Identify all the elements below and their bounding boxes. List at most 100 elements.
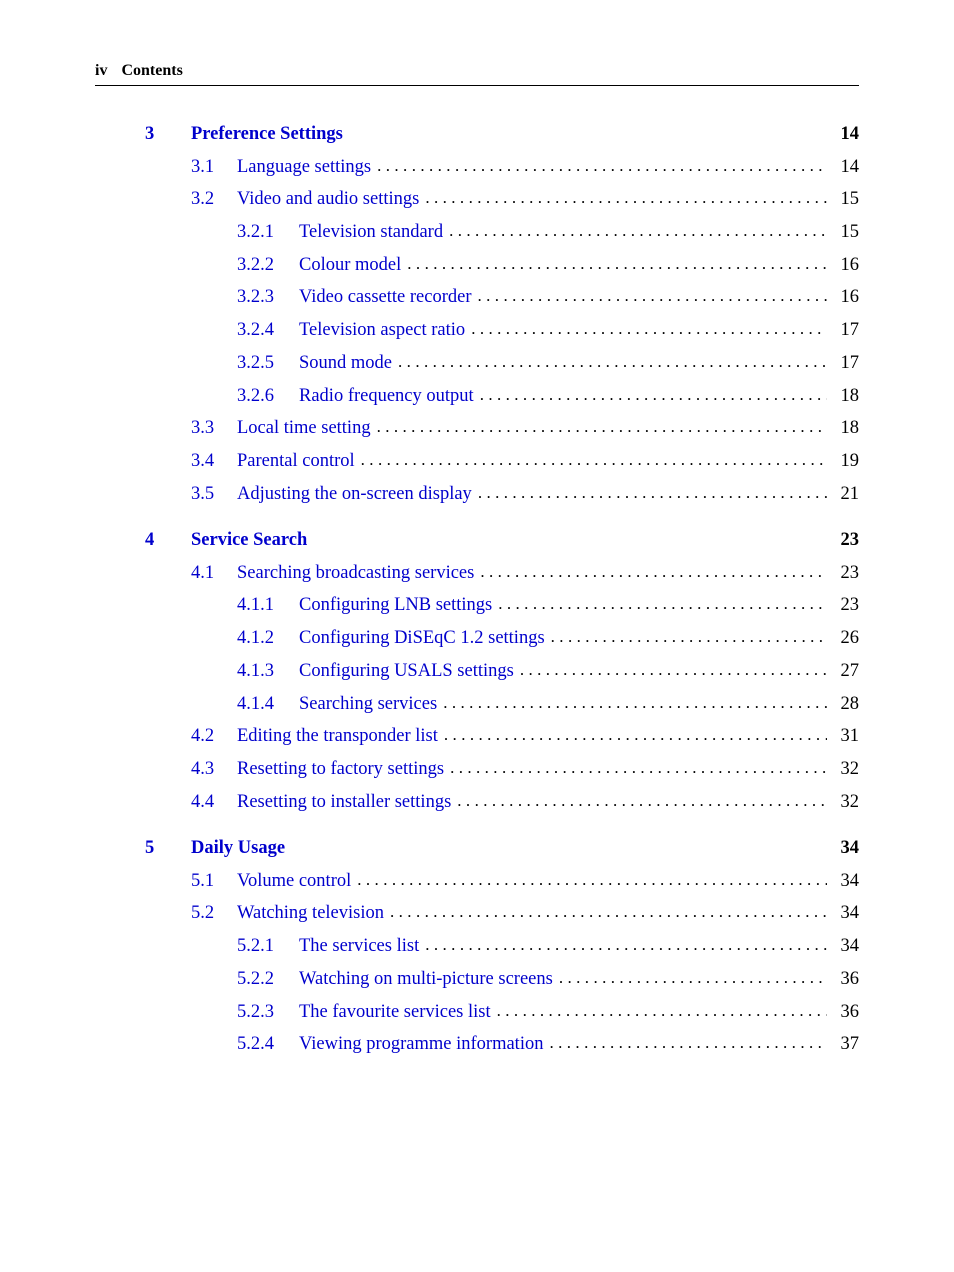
section-title[interactable]: Resetting to installer settings	[237, 793, 451, 812]
leader-dots: ........................................…	[398, 353, 827, 370]
subsection-entry: 3.2.2Colour model.......................…	[145, 256, 859, 275]
subsection-number[interactable]: 5.2.1	[237, 937, 299, 956]
subsection-title[interactable]: Viewing programme information	[299, 1035, 543, 1054]
subsection-number[interactable]: 3.2.1	[237, 223, 299, 242]
subsection-title[interactable]: Searching services	[299, 695, 437, 714]
leader-dots: ........................................…	[480, 386, 827, 403]
chapter-title[interactable]: Daily Usage	[191, 839, 829, 858]
section-title[interactable]: Adjusting the on-screen display	[237, 485, 472, 504]
leader-dots: ........................................…	[449, 222, 827, 239]
section-number[interactable]: 5.1	[191, 872, 237, 891]
leader-dots: ........................................…	[377, 157, 827, 174]
leader-dots: ........................................…	[407, 255, 827, 272]
section-number[interactable]: 3.2	[191, 190, 237, 209]
subsection-title[interactable]: Television aspect ratio	[299, 321, 465, 340]
table-of-contents: 3Preference Settings14 3.1Language settin…	[145, 125, 859, 1068]
section-entry: 4.3Resetting to factory settings........…	[145, 760, 859, 779]
subsection-number[interactable]: 4.1.2	[237, 629, 299, 648]
subsection-number[interactable]: 5.2.3	[237, 1003, 299, 1022]
section-number[interactable]: 3.1	[191, 158, 237, 177]
subsection-number[interactable]: 3.2.3	[237, 288, 299, 307]
section-title[interactable]: Parental control	[237, 452, 355, 471]
subsection-number[interactable]: 4.1.4	[237, 695, 299, 714]
section-title[interactable]: Editing the transponder list	[237, 727, 438, 746]
subsection-title[interactable]: Configuring USALS settings	[299, 662, 514, 681]
leader-dots: ........................................…	[471, 320, 827, 337]
leader-dots: ........................................…	[425, 189, 827, 206]
section-number[interactable]: 4.4	[191, 793, 237, 812]
leader-dots: ........................................…	[498, 595, 827, 612]
subsection-page: 26	[831, 629, 859, 648]
section-page: 19	[831, 452, 859, 471]
chapter-title[interactable]: Service Search	[191, 531, 829, 550]
subsection-title[interactable]: Sound mode	[299, 354, 392, 373]
subsection-title[interactable]: Video cassette recorder	[299, 288, 472, 307]
chapter-number[interactable]: 3	[145, 125, 191, 144]
subsection-number[interactable]: 5.2.4	[237, 1035, 299, 1054]
subsection-number[interactable]: 3.2.6	[237, 387, 299, 406]
section-page: 15	[831, 190, 859, 209]
leader-dots: ........................................…	[443, 694, 827, 711]
section-entry: 4.4Resetting to installer settings......…	[145, 793, 859, 812]
chapter-page: 14	[829, 125, 859, 144]
subsection-number[interactable]: 3.2.4	[237, 321, 299, 340]
subsection-title[interactable]: Colour model	[299, 256, 401, 275]
subsection-entry: 4.1.1Configuring LNB settings...........…	[145, 596, 859, 615]
section-number[interactable]: 3.5	[191, 485, 237, 504]
subsection-title[interactable]: Configuring LNB settings	[299, 596, 492, 615]
subsection-title[interactable]: The favourite services list	[299, 1003, 491, 1022]
subsection-page: 15	[831, 223, 859, 242]
subsection-entry: 4.1.2Configuring DiSEqC 1.2 settings....…	[145, 629, 859, 648]
subsection-number[interactable]: 5.2.2	[237, 970, 299, 989]
subsection-number[interactable]: 3.2.5	[237, 354, 299, 373]
section-entry: 4.2Editing the transponder list.........…	[145, 727, 859, 746]
section-title[interactable]: Video and audio settings	[237, 190, 419, 209]
section-title[interactable]: Watching television	[237, 904, 384, 923]
chapter-number[interactable]: 5	[145, 839, 191, 858]
subsection-title[interactable]: The services list	[299, 937, 419, 956]
chapter-number[interactable]: 4	[145, 531, 191, 550]
subsection-number[interactable]: 3.2.2	[237, 256, 299, 275]
subsection-entry: 5.2.3The favourite services list........…	[145, 1003, 859, 1022]
section-page: 34	[831, 904, 859, 923]
leader-dots: ........................................…	[480, 563, 827, 580]
subsection-page: 16	[831, 288, 859, 307]
section-title[interactable]: Local time setting	[237, 419, 371, 438]
subsection-page: 23	[831, 596, 859, 615]
subsection-number[interactable]: 4.1.3	[237, 662, 299, 681]
section-page: 18	[831, 419, 859, 438]
subsection-title[interactable]: Watching on multi-picture screens	[299, 970, 553, 989]
section-number[interactable]: 4.1	[191, 564, 237, 583]
header-title: Contents	[121, 62, 182, 80]
section-number[interactable]: 5.2	[191, 904, 237, 923]
section-title[interactable]: Searching broadcasting services	[237, 564, 474, 583]
section-page: 32	[831, 760, 859, 779]
subsection-title[interactable]: Television standard	[299, 223, 443, 242]
subsection-entry: 4.1.4Searching services.................…	[145, 695, 859, 714]
subsection-entry: 4.1.3Configuring USALS settings.........…	[145, 662, 859, 681]
subsection-title[interactable]: Configuring DiSEqC 1.2 settings	[299, 629, 545, 648]
section-number[interactable]: 3.4	[191, 452, 237, 471]
chapter-page: 23	[829, 531, 859, 550]
section-title[interactable]: Volume control	[237, 872, 351, 891]
section-entry: 3.3Local time setting...................…	[145, 419, 859, 438]
section-page: 32	[831, 793, 859, 812]
chapter-page: 34	[829, 839, 859, 858]
subsection-page: 36	[831, 970, 859, 989]
leader-dots: ........................................…	[478, 484, 827, 501]
chapter-title[interactable]: Preference Settings	[191, 125, 829, 144]
section-page: 21	[831, 485, 859, 504]
section-entry: 3.2Video and audio settings.............…	[145, 190, 859, 209]
subsection-title[interactable]: Radio frequency output	[299, 387, 474, 406]
subsection-number[interactable]: 4.1.1	[237, 596, 299, 615]
section-entry: 3.5Adjusting the on-screen display......…	[145, 485, 859, 504]
section-number[interactable]: 3.3	[191, 419, 237, 438]
section-title[interactable]: Language settings	[237, 158, 371, 177]
section-title[interactable]: Resetting to factory settings	[237, 760, 444, 779]
leader-dots: ........................................…	[457, 792, 827, 809]
subsection-page: 16	[831, 256, 859, 275]
subsection-page: 36	[831, 1003, 859, 1022]
section-number[interactable]: 4.3	[191, 760, 237, 779]
header-page-number: iv	[95, 62, 107, 80]
section-number[interactable]: 4.2	[191, 727, 237, 746]
